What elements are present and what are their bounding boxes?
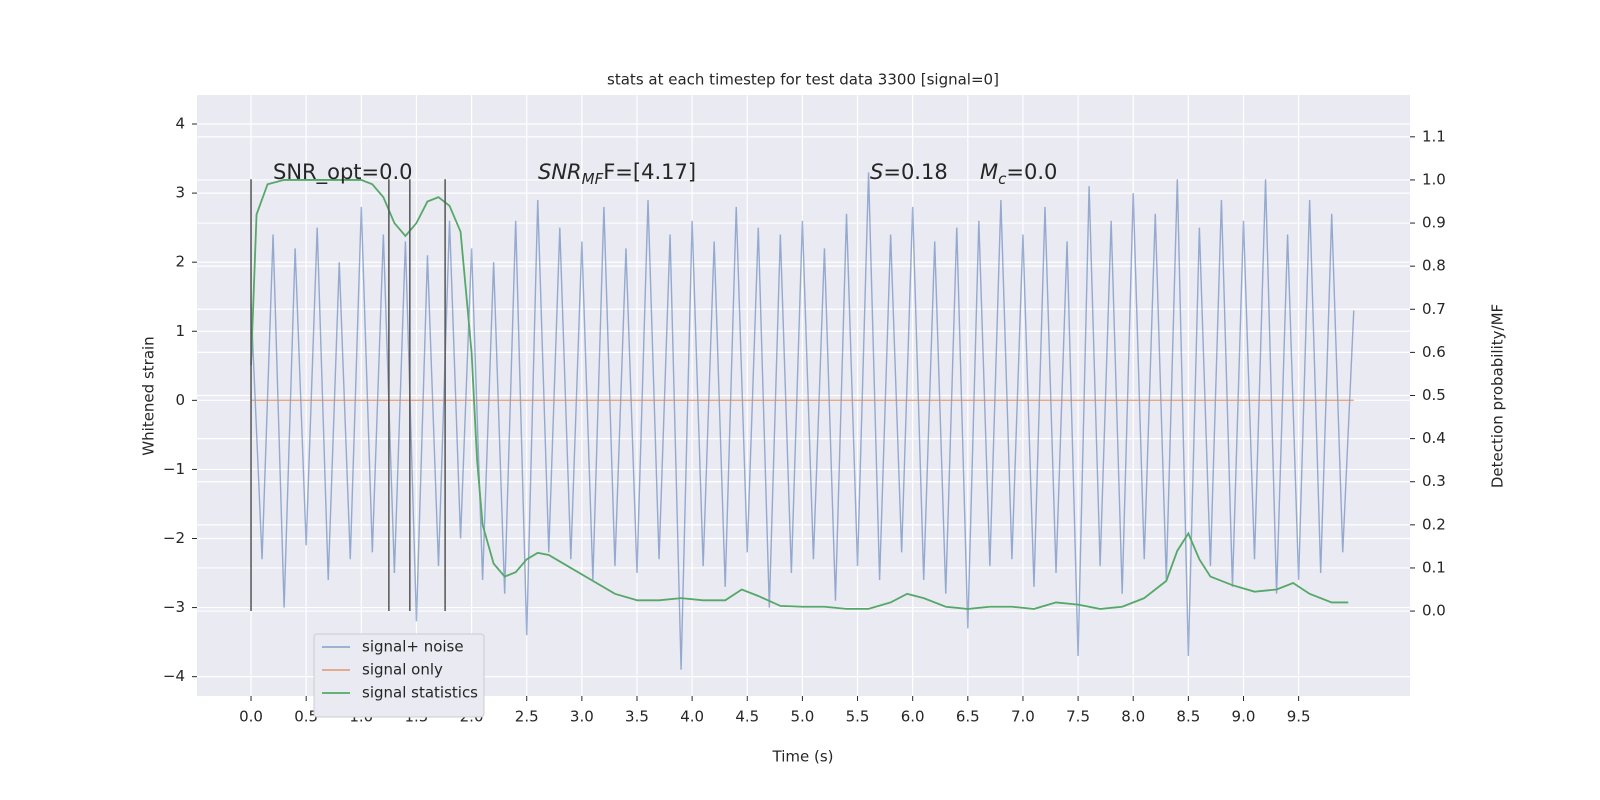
y2-tick-label: 1.1 [1422,127,1446,145]
x-tick-label: 2.5 [515,708,539,726]
annotation-part: S [870,160,883,184]
x-tick-label: 7.0 [1011,708,1035,726]
y2-tick-label: 0.4 [1422,429,1446,447]
y-tick-label: −3 [163,598,185,616]
y2-tick-label: 0.9 [1422,214,1446,232]
annotation-part: F=[4.17] [603,160,696,184]
x-tick-label: 9.5 [1287,708,1311,726]
y2-tick-label: 0.7 [1422,300,1446,318]
legend-label: signal statistics [362,684,478,702]
y-axis-label: Whitened strain [140,336,158,455]
y-tick-label: 1 [175,322,185,340]
x-tick-label: 8.0 [1121,708,1145,726]
x-tick-label: 3.0 [570,708,594,726]
legend-label: signal+ noise [362,638,464,656]
annotation-part: =0.18 [883,160,947,184]
x-tick-label: 4.5 [735,708,759,726]
annotation-part: SNR_opt=0.0 [273,160,413,185]
x-tick-label: 6.0 [901,708,925,726]
y2-tick-label: 0.3 [1422,472,1446,490]
y-tick-label: 4 [175,115,185,133]
annotation-part: =0.0 [1006,160,1057,184]
legend: signal+ noise signal only signal statistic… [313,633,485,718]
legend-label: signal only [362,661,443,679]
chart-title: stats at each timestep for test data 330… [607,71,999,89]
annotation: Mc=0.0 [980,160,1057,188]
y-tick-label: 0 [175,391,185,409]
series-line [250,179,1349,610]
y-tick-label: 3 [175,184,185,202]
y2-tick-label: 0.5 [1422,386,1446,404]
x-axis-label: Time (s) [772,748,834,766]
x-tick-label: 0.0 [239,708,263,726]
annotation: SNR_opt=0.0 [273,160,413,185]
x-tick-label: 9.0 [1232,708,1256,726]
y-tick-label: 2 [175,253,185,271]
legend-box [313,633,485,718]
annotation: SNRMFF=[4.17] [538,160,696,188]
y2-tick-label: 0.8 [1422,257,1446,275]
y2-tick-label: 1.0 [1422,170,1446,188]
x-tick-label: 7.5 [1066,708,1090,726]
y2-tick-label: 0.1 [1422,558,1446,576]
annotation-part: MF [582,170,604,188]
x-tick-label: 6.5 [956,708,980,726]
y-tick-label: −2 [163,529,185,547]
y2-tick-label: 0.6 [1422,343,1446,361]
x-tick-label: 5.5 [846,708,870,726]
annotation-part: SNR [538,160,582,184]
x-tick-label: 4.0 [680,708,704,726]
x-tick-label: 0.5 [294,708,318,726]
y2-axis-label: Detection probability/MF [1489,304,1507,488]
y-tick-label: −1 [163,460,185,478]
x-tick-label: 8.5 [1176,708,1200,726]
y2-tick-label: 0.2 [1422,515,1446,533]
annotation-part: c [998,170,1007,188]
y2-tick-label: 0.0 [1422,602,1446,620]
y-tick-label: −4 [163,667,185,685]
annotation: S=0.18 [870,160,948,184]
x-tick-label: 3.5 [625,708,649,726]
x-tick-label: 5.0 [790,708,814,726]
annotation-part: M [980,160,998,184]
series-line [250,172,1355,670]
